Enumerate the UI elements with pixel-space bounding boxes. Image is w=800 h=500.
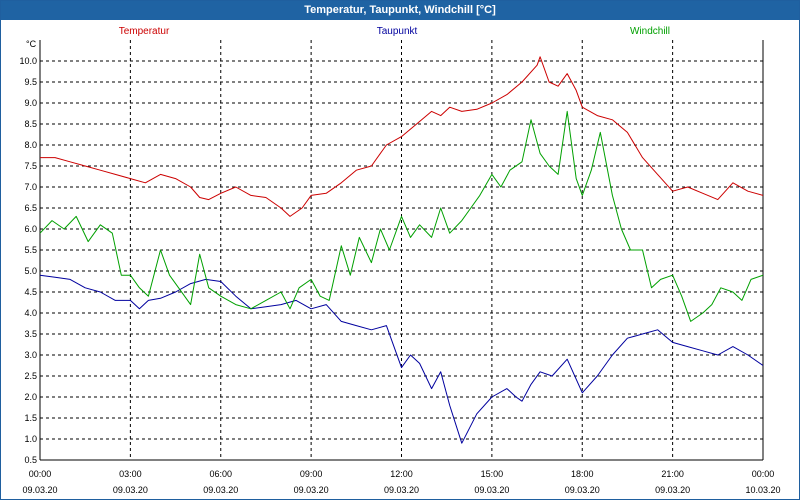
y-tick-label: 1.0 [24,434,37,444]
x-tick-time: 03:00 [119,469,142,479]
series-line-temperatur [40,56,764,217]
y-tick-label: 6.5 [24,203,37,213]
x-tick-time: 00:00 [29,469,52,479]
x-tick-time: 06:00 [209,469,232,479]
y-tick-label: 9.0 [24,98,37,108]
y-tick-label: 10.0 [19,56,37,66]
series-lines [39,56,764,444]
y-tick-label: 5.5 [24,245,37,255]
tick-labels: 0.5 1.0 1.5 2.0 2.5 3.0 3.5 4.0 4.5 5.0 5.5 6.0 6.5 7… [19,39,780,495]
x-tick-time: 18:00 [571,469,594,479]
x-tick-time: 09:00 [300,469,323,479]
x-tick-date: 09.03.20 [384,485,419,495]
y-tick-label: 7.0 [24,182,37,192]
x-tick-time: 00:00 [752,469,775,479]
x-tick-date: 09.03.20 [565,485,600,495]
x-tick-date: 09.03.20 [113,485,148,495]
y-tick-label: 5.0 [24,266,37,276]
series-line-windchill [39,110,764,322]
chart-title: Temperatur, Taupunkt, Windchill [°C] [1,1,799,20]
legend-taupunkt: Taupunkt [377,26,418,37]
y-axis-unit: °C [26,39,37,49]
x-tick-date: 09.03.20 [655,485,690,495]
x-tick-time: 15:00 [481,469,504,479]
x-tick-date: 09.03.20 [203,485,238,495]
y-tick-label: 6.0 [24,224,37,234]
x-tick-date: 10.03.20 [745,485,780,495]
x-tick-date: 09.03.20 [474,485,509,495]
y-tick-label: 9.5 [24,77,37,87]
y-tick-label: 8.5 [24,119,37,129]
legend: Temperatur Taupunkt Windchill [119,26,670,37]
y-tick-label: 4.0 [24,308,37,318]
y-tick-label: 0.5 [24,455,37,465]
grid-lines [39,40,764,461]
legend-temperatur: Temperatur [119,26,170,37]
x-tick-date: 09.03.20 [22,485,57,495]
y-tick-label: 3.5 [24,329,37,339]
y-tick-label: 4.5 [24,287,37,297]
y-tick-label: 2.5 [24,371,37,381]
x-tick-date: 09.03.20 [294,485,329,495]
legend-windchill: Windchill [630,26,670,37]
series-line-taupunkt [39,274,764,444]
x-tick-time: 12:00 [390,469,413,479]
y-tick-label: 7.5 [24,161,37,171]
y-tick-label: 2.0 [24,392,37,402]
y-tick-label: 1.5 [24,413,37,423]
y-tick-label: 8.0 [24,140,37,150]
y-tick-label: 3.0 [24,350,37,360]
x-tick-time: 21:00 [661,469,684,479]
axes [39,40,764,461]
